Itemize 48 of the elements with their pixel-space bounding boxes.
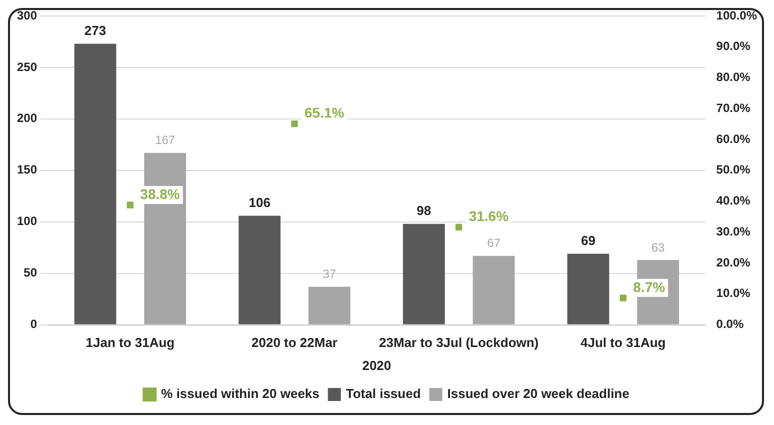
legend-label: % issued within 20 weeks (161, 386, 320, 402)
data-label: 31.6% (468, 208, 510, 224)
y2-tick-label: 10.0% (716, 286, 751, 300)
y2-tick-label: 100.0% (716, 8, 758, 22)
y2-tick-label: 70.0% (716, 100, 751, 115)
data-label: 37 (322, 267, 336, 282)
legend-label: Issued over 20 week deadline (447, 386, 630, 402)
x-tick-label: 23Mar to 3Jul (Lockdown) (379, 335, 539, 350)
bar (402, 224, 445, 324)
bar (74, 44, 116, 324)
data-label: 98 (416, 203, 432, 218)
data-label: 8.7% (633, 278, 666, 295)
y2-tick-label: 20.0% (716, 255, 751, 270)
data-label: 65.1% (304, 104, 345, 121)
y-tick-label: 250 (16, 60, 38, 74)
legend-label: Total issued (346, 386, 421, 402)
bar (238, 216, 281, 324)
y-tick-label: 0 (30, 317, 38, 332)
data-label: 106 (248, 194, 270, 210)
data-label: 167 (155, 133, 176, 148)
y-tick-label: 100 (16, 214, 38, 228)
point (291, 120, 298, 128)
y-tick-label: 150 (16, 162, 38, 177)
data-label: 67 (487, 236, 501, 250)
point (620, 294, 626, 302)
x-tick-label: 1Jan to 31Aug (86, 335, 175, 350)
point (455, 224, 462, 231)
y2-tick-label: 0.0% (716, 317, 744, 332)
bar (472, 256, 515, 324)
y-tick-label: 300 (16, 8, 38, 22)
bar (567, 254, 610, 324)
bar (308, 286, 350, 324)
y-tick-label: 200 (16, 111, 38, 126)
data-label: 38.8% (140, 186, 180, 202)
data-label: 63 (651, 240, 666, 254)
data-label: 69 (580, 232, 596, 248)
y2-tick-label: 30.0% (716, 224, 751, 238)
point (126, 202, 134, 208)
data-label: 273 (84, 22, 106, 38)
y2-tick-label: 40.0% (716, 194, 751, 208)
y2-tick-label: 60.0% (716, 132, 751, 146)
x-tick-label: 4Jul to 31Aug (580, 335, 666, 350)
y2-tick-label: 80.0% (716, 70, 751, 84)
x-axis-title: 2020 (362, 358, 392, 373)
y2-tick-label: 50.0% (716, 162, 751, 177)
x-tick-label: 2020 to 22Mar (252, 335, 338, 350)
y2-tick-label: 90.0% (716, 39, 751, 54)
y-tick-label: 50 (24, 266, 38, 280)
